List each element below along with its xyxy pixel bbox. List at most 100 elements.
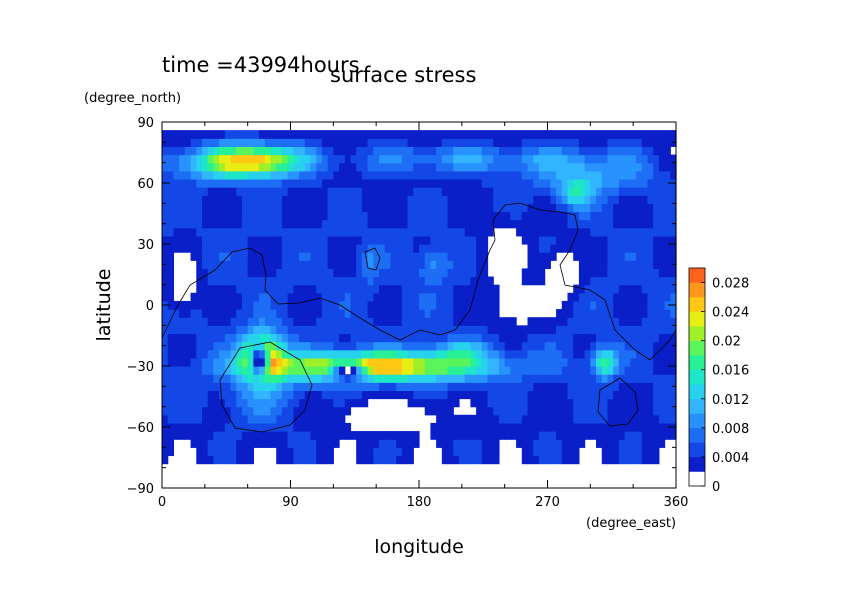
- heatmap-cell: [213, 333, 220, 343]
- heatmap-cell: [413, 276, 420, 286]
- heatmap-cell: [344, 431, 352, 440]
- heatmap-cell: [527, 260, 534, 269]
- heatmap-cell: [658, 374, 666, 383]
- heatmap-cell: [641, 154, 649, 164]
- heatmap-cell: [641, 317, 649, 326]
- heatmap-cell: [533, 252, 540, 261]
- heatmap-cell: [419, 374, 426, 383]
- heatmap-cell: [424, 170, 432, 180]
- heatmap-cell: [241, 398, 249, 408]
- heatmap-cell: [630, 260, 637, 269]
- heatmap-cell: [287, 439, 294, 448]
- heatmap-cell: [201, 235, 209, 245]
- heatmap-cell: [299, 341, 306, 351]
- heatmap-cell: [253, 333, 260, 343]
- heatmap-cell: [344, 406, 352, 416]
- heatmap-cell: [230, 341, 237, 351]
- heatmap-cell: [401, 138, 409, 147]
- heatmap-cell: [533, 138, 540, 147]
- heatmap-cell: [567, 309, 574, 318]
- heatmap-cell: [493, 203, 500, 213]
- heatmap-cell: [510, 357, 517, 367]
- heatmap-cell: [247, 333, 254, 343]
- heatmap-cell: [287, 374, 294, 383]
- heatmap-cell: [264, 398, 272, 408]
- heatmap-cell: [173, 422, 180, 432]
- heatmap-cell: [493, 374, 500, 383]
- heatmap-cell: [476, 235, 483, 245]
- heatmap-cell: [236, 146, 243, 156]
- heatmap-cell: [401, 300, 409, 310]
- heatmap-cell: [207, 422, 214, 432]
- heatmap-cell: [224, 398, 232, 408]
- heatmap-cell: [316, 422, 323, 432]
- heatmap-cell: [276, 203, 283, 213]
- heatmap-cell: [458, 300, 466, 310]
- heatmap-cell: [224, 130, 232, 139]
- heatmap-cell: [276, 374, 283, 383]
- heatmap-cell: [630, 431, 637, 440]
- heatmap-cell: [167, 317, 175, 326]
- heatmap-cell: [201, 447, 209, 457]
- heatmap-cell: [664, 252, 671, 261]
- heatmap-cell: [436, 390, 443, 400]
- heatmap-cell: [333, 244, 340, 253]
- heatmap-cell: [664, 390, 671, 400]
- heatmap-cell: [504, 357, 511, 367]
- heatmap-cell: [504, 422, 511, 432]
- heatmap-cell: [590, 170, 597, 180]
- heatmap-cell: [201, 130, 209, 139]
- heatmap-cell: [339, 357, 346, 367]
- heatmap-cell: [373, 211, 380, 221]
- heatmap-cell: [190, 422, 197, 432]
- heatmap-cell: [293, 374, 300, 383]
- heatmap-cell: [556, 187, 563, 196]
- heatmap-cell: [487, 439, 494, 448]
- heatmap-cell: [264, 187, 272, 196]
- colorbar-tick-label: 0.008: [712, 422, 749, 437]
- heatmap-cell: [367, 219, 374, 229]
- heatmap-cell: [527, 276, 534, 286]
- heatmap-cell: [356, 447, 363, 457]
- heatmap-cell: [224, 227, 232, 237]
- heatmap-cell: [184, 244, 192, 253]
- heatmap-cell: [561, 219, 569, 229]
- heatmap-cell: [230, 235, 237, 245]
- heatmap-cell: [196, 260, 203, 269]
- heatmap-cell: [464, 414, 471, 424]
- heatmap-cell: [630, 195, 637, 204]
- heatmap-cell: [241, 276, 249, 286]
- heatmap-cell: [339, 325, 346, 335]
- heatmap-cell: [607, 178, 614, 188]
- heatmap-cell: [241, 447, 249, 457]
- heatmap-cell: [487, 349, 494, 359]
- heatmap-cell: [550, 244, 557, 253]
- heatmap-cell: [596, 325, 603, 335]
- heatmap-cell: [527, 349, 534, 359]
- heatmap-cell: [584, 422, 591, 432]
- heatmap-cell: [424, 341, 432, 351]
- heatmap-cell: [373, 162, 380, 172]
- heatmap-cell: [350, 325, 357, 335]
- heatmap-cell: [390, 292, 397, 302]
- heatmap-cell: [590, 130, 597, 139]
- heatmap-cell: [162, 349, 169, 359]
- heatmap-cell: [213, 292, 220, 302]
- heatmap-cell: [196, 414, 203, 424]
- heatmap-cell: [647, 300, 654, 310]
- heatmap-cell: [396, 260, 403, 269]
- heatmap-cell: [618, 252, 626, 261]
- heatmap-cell: [424, 227, 432, 237]
- heatmap-cell: [458, 154, 466, 164]
- heatmap-cell: [470, 162, 477, 172]
- heatmap-cell: [304, 268, 312, 278]
- heatmap-cell: [624, 138, 631, 147]
- heatmap-cell: [413, 309, 420, 318]
- heatmap-cell: [247, 154, 254, 164]
- heatmap-cell: [162, 292, 169, 302]
- heatmap-cell: [213, 390, 220, 400]
- heatmap-cell: [510, 382, 517, 391]
- heatmap-cell: [607, 374, 614, 383]
- heatmap-cell: [162, 414, 169, 424]
- heatmap-cell: [441, 252, 449, 261]
